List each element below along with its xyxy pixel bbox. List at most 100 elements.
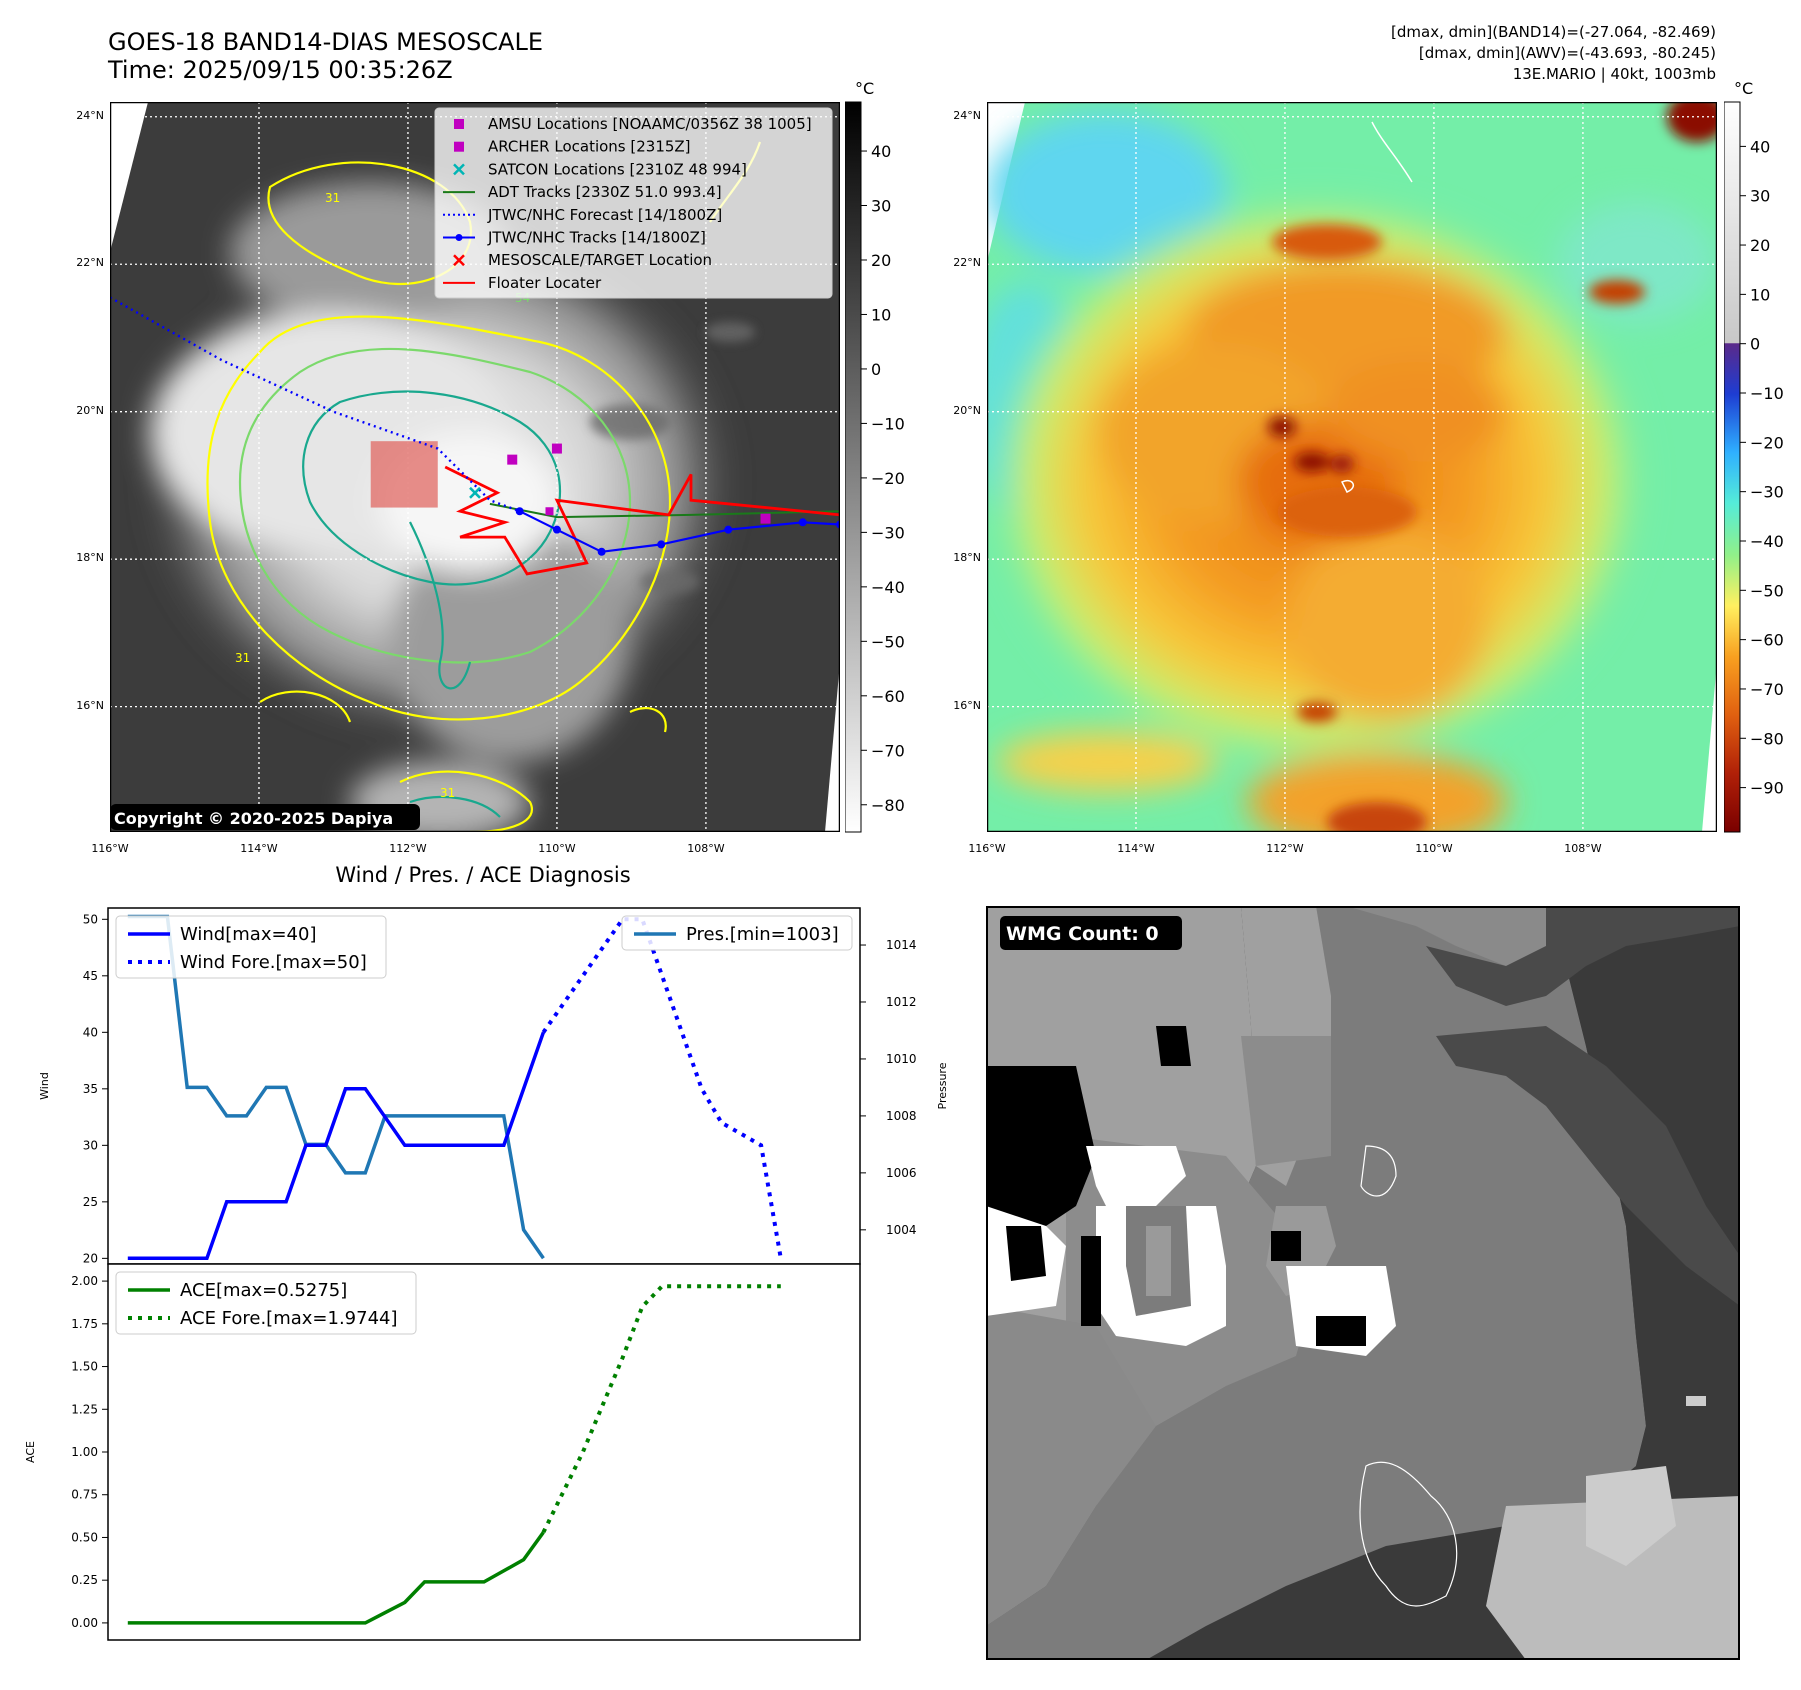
- lon-tick-label: 110°W: [538, 842, 576, 855]
- wmg-panel-frame: [986, 906, 1740, 1660]
- target-box: [370, 441, 438, 508]
- legend-x-marker: [453, 254, 465, 267]
- colorbar-tick-label: −10: [871, 414, 905, 433]
- colorbar-tick-label: −50: [871, 632, 905, 651]
- colorbar-tick-label: −30: [1750, 483, 1784, 502]
- best-track-point: [552, 525, 561, 534]
- awv-panel-frame: [987, 102, 1717, 832]
- colorbar-tick-label: −60: [871, 687, 905, 706]
- lon-tick-label: 112°W: [1266, 842, 1304, 855]
- pressure-ylabel: Pressure: [936, 1062, 949, 1109]
- contour-label: 31: [440, 786, 455, 800]
- ace-ytick-label: 0.50: [71, 1530, 98, 1544]
- colorbar-tick-label: −10: [1750, 384, 1784, 403]
- colorbar-tick-label: 30: [871, 197, 891, 216]
- colorbar-tick-label: 0: [1750, 335, 1760, 354]
- colorbar-tick-label: −20: [871, 469, 905, 488]
- ace-legend: ACE[max=0.5275] ACE Fore.[max=1.9744]: [115, 1271, 417, 1335]
- colorbar-tick-label: −70: [1750, 680, 1784, 699]
- pressure-series: [127, 914, 545, 1260]
- wind-ytick-label: 45: [83, 969, 98, 983]
- ace-series: [127, 1531, 545, 1625]
- title-line-2: Time: 2025/09/15 00:35:26Z: [108, 56, 453, 84]
- awv-image: [987, 102, 1717, 832]
- awv-colorbar: °C 40 30 20 10 0 −10 −20 −30 −40 −50 −60 −70 −80 −90: [1724, 79, 1784, 833]
- colorbar-tick-label: 10: [871, 305, 891, 324]
- colorbar-tick-label: −40: [871, 578, 905, 597]
- legend-label: Floater Locater: [488, 274, 602, 292]
- legend-label: ARCHER Locations [2315Z]: [488, 138, 691, 156]
- pressure-legend: Pres.[min=1003]: [621, 915, 853, 951]
- legend-entry: JTWC/NHC Tracks [14/1800Z]: [443, 229, 706, 247]
- lon-tick-label: 116°W: [91, 842, 129, 855]
- lon-tick-label: 108°W: [687, 842, 725, 855]
- lat-tick-label: 20°N: [953, 403, 981, 417]
- pressure-ytick-label: 1004: [886, 1223, 917, 1237]
- wind-forecast-series: [541, 917, 783, 1259]
- legend-entry: SATCON Locations [2310Z 48 994]: [453, 160, 747, 178]
- amsu-marker: [551, 443, 562, 454]
- lat-tick-label: 24°N: [953, 108, 981, 122]
- contour-label: 31: [235, 651, 250, 665]
- copyright-badge-bg: [110, 804, 420, 830]
- colorbar-tick-label: 10: [1750, 285, 1770, 304]
- colorbar-tick-label: 20: [1750, 236, 1770, 255]
- lat-tick-label: 16°N: [953, 698, 981, 712]
- pressure-ytick-label: 1008: [886, 1109, 917, 1123]
- legend-entry: Floater Locater: [443, 274, 602, 292]
- ir-colorbar-ramp: [845, 101, 862, 833]
- colorbar-tick-label: −70: [871, 741, 905, 760]
- legend-label: SATCON Locations [2310Z 48 994]: [488, 160, 747, 178]
- wind-ytick-label: 50: [83, 912, 98, 926]
- track-legend: AMSU Locations [NOAAMC/0356Z 38 1005] ARC…: [434, 107, 833, 299]
- colorbar-tick-label: 0: [871, 360, 881, 379]
- lat-tick-label: 22°N: [76, 256, 104, 270]
- legend-wind-label: Wind[max=40]: [180, 924, 317, 945]
- pressure-ytick-label: 1014: [886, 938, 917, 952]
- ace-forecast-series: [541, 1284, 781, 1534]
- colorbar-tick-label: 30: [1750, 187, 1770, 206]
- wind-ytick-label: 30: [83, 1138, 98, 1152]
- colorbar-tick-label: 40: [1750, 137, 1770, 156]
- legend-entry: ARCHER Locations [2315Z]: [454, 138, 691, 156]
- legend-square-marker: [454, 141, 464, 152]
- legend-entry: AMSU Locations [NOAAMC/0356Z 38 1005]: [454, 115, 812, 133]
- copyright-text: Copyright © 2020-2025 Dapiya: [114, 809, 393, 828]
- colorbar-tick-label: −60: [1750, 631, 1784, 650]
- wmg-count-badge: WMG Count: 0: [1006, 923, 1159, 945]
- best-track-point: [515, 507, 524, 516]
- colorbar-tick-label: −50: [1750, 581, 1784, 600]
- wmg-image: [986, 906, 1740, 1660]
- colorbar-tick-label: −80: [1750, 729, 1784, 748]
- best-track-point: [597, 547, 606, 556]
- diagnosis-title: Wind / Pres. / ACE Diagnosis: [335, 863, 631, 887]
- diagnosis-chart: 20 25 30 35 40 45 50 1004 1006 1008 1010 1012 1014 Wi…: [24, 907, 949, 1641]
- legend-wind-fore-label: Wind Fore.[max=50]: [180, 952, 367, 973]
- legend-entry: ADT Tracks [2330Z 51.0 993.4]: [443, 183, 722, 201]
- ace-ytick-label: 0.25: [71, 1573, 98, 1587]
- wind-ylabel: Wind: [38, 1072, 51, 1100]
- legend-entry: JTWC/NHC Forecast [14/1800Z]: [443, 206, 722, 224]
- awv-satellite-panel: [987, 102, 1717, 832]
- legend-label: AMSU Locations [NOAAMC/0356Z 38 1005]: [488, 115, 812, 133]
- best-track-point: [657, 540, 666, 549]
- forecast-track: [110, 296, 521, 513]
- title-line-1: GOES-18 BAND14-DIAS MESOSCALE: [108, 28, 544, 56]
- contour-label: 31: [325, 191, 340, 205]
- satcon-marker: [469, 486, 481, 499]
- wind-ytick-label: 25: [83, 1195, 98, 1209]
- wind-ytick-label: 40: [83, 1025, 98, 1039]
- lat-tick-label: 24°N: [76, 108, 104, 122]
- ace-ytick-label: 1.25: [71, 1402, 98, 1416]
- lat-tick-label: 16°N: [76, 698, 104, 712]
- lon-tick-label: 116°W: [968, 842, 1006, 855]
- lon-tick-label: 108°W: [1564, 842, 1602, 855]
- colorbar-tick-label: −40: [1750, 532, 1784, 551]
- lat-tick-label: 22°N: [953, 256, 981, 270]
- legend-label: JTWC/NHC Tracks [14/1800Z]: [487, 229, 706, 247]
- lon-tick-label: 112°W: [389, 842, 427, 855]
- legend-ace-label: ACE[max=0.5275]: [180, 1280, 347, 1301]
- ir-colorbar: °C 40 30 20 10 0 −10 −20 −30 −40 −50 −60 −70 −80: [845, 79, 905, 833]
- best-track-point: [724, 525, 733, 534]
- legend-label: MESOSCALE/TARGET Location: [488, 251, 712, 269]
